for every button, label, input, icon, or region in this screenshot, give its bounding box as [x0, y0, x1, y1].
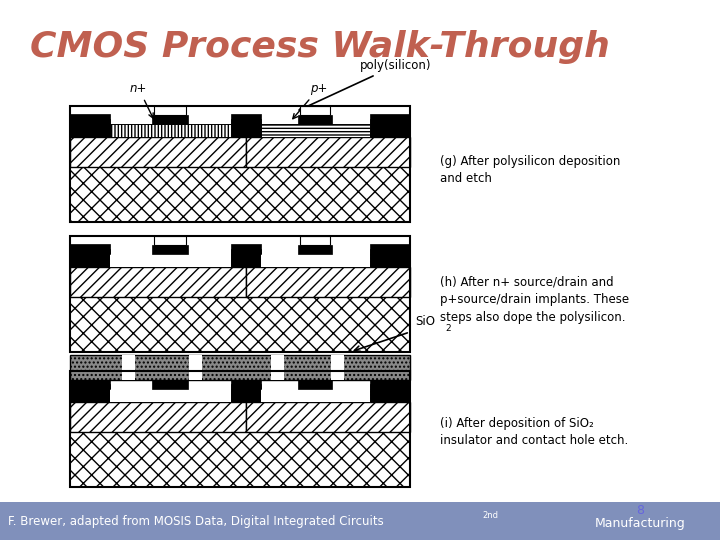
Bar: [122, 354, 135, 380]
Bar: [70, 119, 110, 137]
Text: n+: n+: [130, 82, 153, 118]
Bar: [154, 370, 186, 380]
Text: F. Brewer, adapted from MOSIS Data, Digital Integrated Circuits: F. Brewer, adapted from MOSIS Data, Digi…: [8, 515, 384, 528]
Text: Manufacturing: Manufacturing: [595, 517, 685, 530]
Text: poly(silicon): poly(silicon): [300, 59, 431, 110]
Bar: [300, 105, 330, 114]
Text: SiO: SiO: [415, 315, 435, 328]
Bar: [246, 137, 410, 167]
Bar: [152, 114, 188, 124]
Bar: [298, 114, 332, 124]
Bar: [70, 370, 410, 487]
Bar: [261, 253, 370, 267]
Bar: [70, 432, 410, 487]
Bar: [370, 379, 410, 388]
Text: 2: 2: [445, 324, 451, 333]
Bar: [298, 380, 332, 388]
Bar: [154, 235, 186, 245]
Bar: [246, 267, 410, 297]
Bar: [231, 384, 261, 402]
Bar: [110, 253, 231, 267]
Bar: [370, 244, 410, 253]
Bar: [231, 249, 261, 267]
Bar: [70, 384, 110, 402]
Bar: [110, 124, 231, 137]
Text: CMOS Process Walk-Through: CMOS Process Walk-Through: [30, 30, 610, 64]
Bar: [246, 402, 410, 432]
Bar: [70, 379, 110, 388]
Bar: [261, 388, 370, 402]
Bar: [70, 113, 110, 124]
Text: 2nd: 2nd: [482, 510, 498, 519]
Text: 8: 8: [636, 503, 644, 516]
Bar: [70, 137, 246, 167]
Bar: [300, 235, 330, 245]
Bar: [0, 502, 720, 540]
Text: (i) After deposition of SiO₂
insulator and contact hole etch.: (i) After deposition of SiO₂ insulator a…: [440, 416, 629, 448]
Bar: [70, 402, 246, 432]
Bar: [152, 380, 188, 388]
Bar: [370, 113, 410, 124]
Bar: [110, 388, 231, 402]
Bar: [261, 388, 370, 402]
Bar: [70, 354, 410, 380]
Bar: [152, 245, 188, 253]
Bar: [231, 119, 261, 137]
Bar: [70, 267, 246, 297]
Bar: [370, 119, 410, 137]
Bar: [189, 354, 202, 380]
Bar: [231, 244, 261, 253]
Bar: [231, 113, 261, 124]
Bar: [370, 384, 410, 402]
Text: (g) After polysilicon deposition
and etch: (g) After polysilicon deposition and etc…: [440, 154, 621, 186]
Bar: [298, 245, 332, 253]
Bar: [70, 297, 410, 352]
Bar: [110, 253, 231, 267]
Bar: [154, 105, 186, 114]
Bar: [70, 105, 410, 222]
Bar: [300, 370, 330, 380]
Bar: [110, 388, 231, 402]
Bar: [370, 249, 410, 267]
Text: p+: p+: [293, 82, 328, 119]
Bar: [70, 249, 110, 267]
Bar: [231, 379, 261, 388]
Bar: [271, 354, 284, 380]
Bar: [331, 354, 344, 380]
Text: (h) After n+ source/drain and
p+source/drain implants. These
steps also dope the: (h) After n+ source/drain and p+source/d…: [440, 275, 629, 325]
Bar: [70, 235, 410, 352]
Bar: [70, 167, 410, 222]
Bar: [261, 124, 370, 137]
Bar: [70, 244, 110, 253]
Bar: [261, 253, 370, 267]
